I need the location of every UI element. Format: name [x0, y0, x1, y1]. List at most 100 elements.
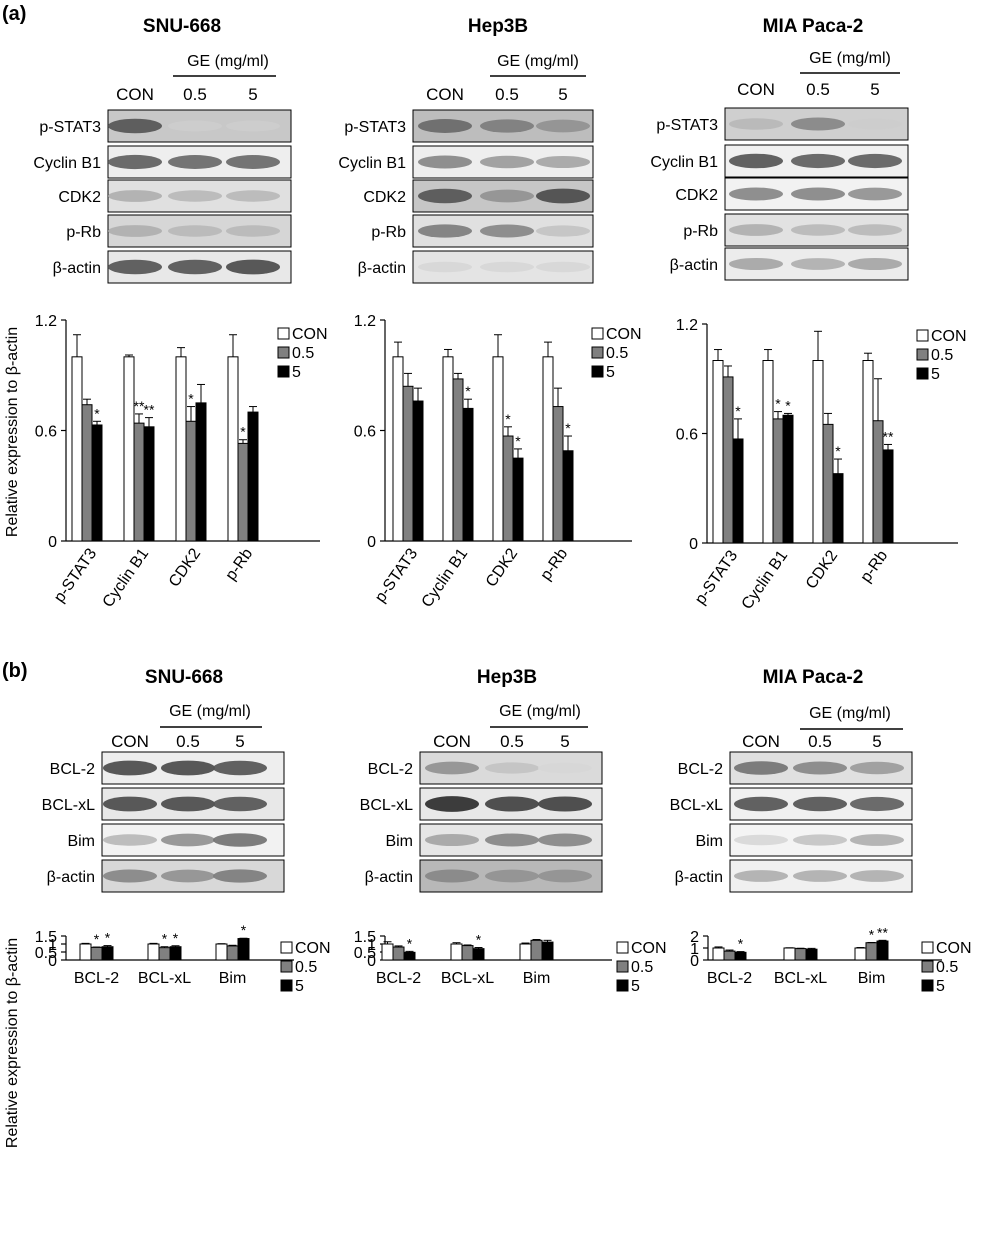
legend-swatch [921, 979, 934, 992]
band-label: BCL-xL [670, 797, 723, 814]
significance-mark: * [162, 931, 168, 947]
x-tick-label: Bim [858, 970, 886, 987]
band-label: Bim [695, 833, 723, 850]
bar [81, 404, 93, 542]
band [226, 155, 280, 169]
bar [143, 426, 155, 542]
band [168, 155, 222, 169]
band [161, 869, 215, 883]
x-tick-label: BCL-xL [138, 970, 191, 987]
band-label: β-actin [365, 869, 413, 886]
bar [519, 943, 532, 961]
x-tick-label: p-STAT3 [372, 545, 421, 605]
band [418, 119, 472, 133]
bar [169, 946, 182, 961]
bar [175, 356, 187, 542]
band [168, 225, 222, 237]
lane-label: 0.5 [500, 732, 524, 751]
x-tick-label: CDK2 [483, 545, 521, 590]
lane-label: CON [742, 732, 780, 751]
band [850, 834, 904, 846]
bar [712, 360, 724, 544]
bar [91, 424, 103, 542]
bar [882, 449, 894, 544]
bar [772, 418, 784, 544]
bar [381, 943, 394, 961]
significance-mark: * [94, 931, 100, 947]
ylabel-b: Relative expression to β-actin [4, 938, 21, 1148]
y-tick-label: 1.2 [35, 313, 57, 330]
band [485, 869, 539, 883]
bar [226, 945, 239, 961]
bar [783, 947, 796, 961]
legend-entry: 5 [631, 978, 640, 995]
lane-label: 5 [248, 85, 257, 104]
x-tick-label: p-STAT3 [51, 545, 100, 605]
band [791, 258, 845, 270]
legend-swatch [277, 327, 290, 340]
bar [147, 943, 160, 961]
bar [812, 360, 824, 544]
panel-a-letter: (a) [2, 3, 26, 25]
band [729, 224, 783, 236]
band [791, 224, 845, 236]
band [485, 762, 539, 774]
band [226, 259, 280, 275]
legend-swatch [277, 346, 290, 359]
treatment-label: GE (mg/ml) [187, 53, 269, 70]
lane-label: 0.5 [495, 85, 519, 104]
lane-label: 5 [235, 732, 244, 751]
band [734, 870, 788, 882]
band [161, 796, 215, 812]
bar-charts: 00.61.2*p-STAT3** **Cyclin B1*CDK2*p-RbCO… [35, 313, 972, 995]
band [418, 261, 472, 273]
bar [403, 951, 416, 961]
band [108, 154, 162, 170]
significance-mark: * [505, 411, 511, 427]
band-label: CDK2 [58, 189, 101, 206]
bar [195, 402, 207, 542]
band [161, 760, 215, 776]
band-label: p-Rb [371, 224, 406, 241]
legend-swatch [921, 960, 934, 973]
y-tick-label: 1 [48, 937, 57, 954]
bar [79, 943, 92, 961]
legend-swatch [280, 960, 293, 973]
bar [412, 400, 424, 542]
lane-label: 5 [558, 85, 567, 104]
cell-line-title: SNU-668 [143, 16, 221, 37]
lane-label: CON [737, 80, 775, 99]
band-label: β-actin [358, 260, 406, 277]
band [213, 796, 267, 812]
ylabel-b-text: Relative expression to β-actin [4, 938, 21, 1148]
significance-mark: * [869, 926, 875, 942]
ylabel-a-text: Relative expression to β-actin [4, 327, 21, 537]
band [213, 833, 267, 847]
band [108, 190, 162, 202]
cell-line-title: Hep3B [477, 667, 537, 688]
lane-label: 0.5 [806, 80, 830, 99]
band [168, 259, 222, 275]
bar [492, 356, 504, 542]
band [480, 189, 534, 203]
legend-entry: CON [631, 940, 667, 957]
band [226, 120, 280, 132]
bar [723, 950, 736, 961]
band [729, 153, 783, 169]
bar [247, 411, 259, 542]
band [538, 762, 592, 774]
y-tick-label: 0 [367, 534, 376, 551]
band-label: BCL-2 [678, 761, 723, 778]
significance-mark: ** [144, 402, 155, 418]
band-label: p-STAT3 [39, 119, 101, 136]
legend-entry: CON [295, 940, 331, 957]
band-label: β-actin [675, 869, 723, 886]
lane-label: 0.5 [183, 85, 207, 104]
band [793, 834, 847, 846]
cell-line-title: Hep3B [468, 16, 528, 37]
y-tick-label: 1.5 [354, 929, 376, 946]
band [848, 153, 902, 169]
legend-entry: 5 [931, 366, 940, 383]
band [103, 796, 157, 812]
